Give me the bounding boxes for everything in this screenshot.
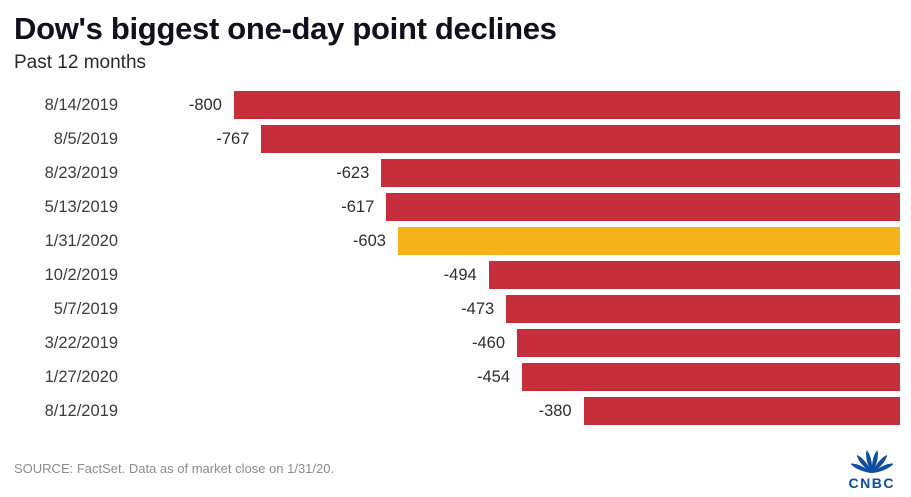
row-value-label: -454: [476, 368, 510, 387]
row-value-label: -623: [336, 164, 370, 183]
chart-footer: SOURCE: FactSet. Data as of market close…: [0, 445, 911, 497]
bar-track: -454: [134, 363, 900, 392]
row-value-label: -617: [341, 198, 375, 217]
chart-row: 5/13/2019 -617: [0, 190, 900, 224]
bar-track: -494: [134, 261, 900, 290]
chart-row: 3/22/2019 -460: [0, 326, 900, 360]
cnbc-logo: CNBC: [849, 446, 895, 490]
row-value-label: -473: [461, 300, 495, 319]
row-date-label: 5/7/2019: [53, 299, 118, 318]
bar-track: -617: [134, 193, 900, 222]
row-value-label: -494: [443, 266, 477, 285]
row-value-label: -603: [352, 232, 386, 251]
bar-track: -767: [134, 125, 900, 154]
bar-track: -460: [134, 329, 900, 358]
bar-chart: 8/14/2019 -800 8/5/2019 -767 8/23/2019 -623 5/…: [0, 88, 911, 428]
row-date-label: 5/13/2019: [44, 197, 118, 216]
row-value-label: -460: [471, 334, 505, 353]
row-date-label: 3/22/2019: [44, 333, 118, 352]
chart-row: 1/31/2020 -603: [0, 224, 900, 258]
bar: [517, 329, 900, 358]
bar: [233, 91, 900, 120]
bar-track: -800: [134, 91, 900, 120]
row-date-label: 10/2/2019: [44, 265, 118, 284]
chart-row: 8/5/2019 -767: [0, 122, 900, 156]
bar: [522, 363, 900, 392]
chart-row: 5/7/2019 -473: [0, 292, 900, 326]
bar: [583, 397, 900, 426]
row-date-label: 1/27/2020: [44, 367, 118, 386]
bar: [488, 261, 900, 290]
bar-track: -623: [134, 159, 900, 188]
chart-row: 1/27/2020 -454: [0, 360, 900, 394]
bar-highlighted: [397, 227, 900, 256]
bar-track: -603: [134, 227, 900, 256]
chart-row: 8/12/2019 -380: [0, 394, 900, 428]
source-note: SOURCE: FactSet. Data as of market close…: [14, 460, 335, 476]
chart-row: 10/2/2019 -494: [0, 258, 900, 292]
row-date-label: 8/23/2019: [44, 163, 118, 182]
peacock-icon: [850, 446, 894, 478]
row-value-label: -800: [188, 96, 222, 115]
chart-row: 8/23/2019 -623: [0, 156, 900, 190]
row-value-label: -767: [216, 130, 250, 149]
chart-header: Dow's biggest one-day point declines Pas…: [0, 0, 911, 74]
row-date-label: 8/14/2019: [44, 95, 118, 114]
row-date-label: 1/31/2020: [44, 231, 118, 250]
bar: [386, 193, 900, 222]
cnbc-logo-text: CNBC: [848, 475, 895, 491]
chart-subtitle: Past 12 months: [14, 52, 147, 74]
row-date-label: 8/5/2019: [53, 129, 118, 148]
bar-track: -473: [134, 295, 900, 324]
bar: [381, 159, 900, 188]
bar-track: -380: [134, 397, 900, 426]
chart-row: 8/14/2019 -800: [0, 88, 900, 122]
row-date-label: 8/12/2019: [44, 401, 118, 420]
bar: [506, 295, 900, 324]
bar: [261, 125, 900, 154]
chart-title: Dow's biggest one-day point declines: [14, 11, 557, 46]
row-value-label: -380: [538, 402, 572, 421]
